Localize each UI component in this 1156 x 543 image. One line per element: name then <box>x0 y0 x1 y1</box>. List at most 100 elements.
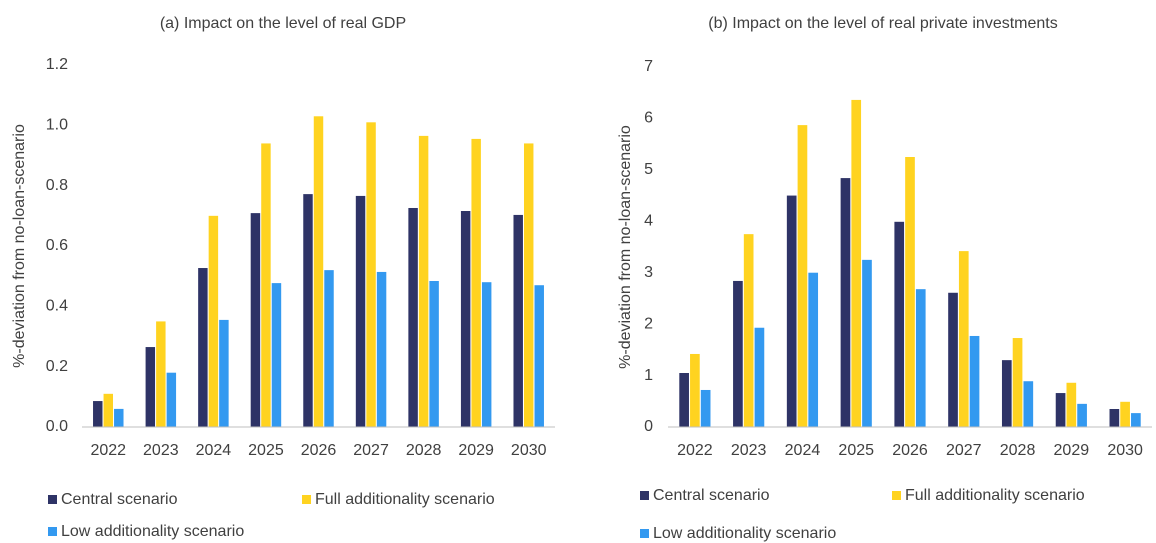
y-tick-label: 2 <box>644 315 653 332</box>
bar <box>1023 381 1034 427</box>
bar <box>786 195 797 427</box>
bar <box>303 194 313 427</box>
bar <box>851 99 862 428</box>
bar <box>1120 401 1130 427</box>
x-tick-label: 2025 <box>248 442 284 459</box>
bar <box>166 372 177 427</box>
x-tick-label: 2030 <box>511 442 547 459</box>
bar <box>513 214 523 427</box>
bar <box>1066 382 1077 427</box>
bar <box>219 319 229 427</box>
bar <box>271 283 282 427</box>
x-tick-label: 2023 <box>731 442 767 459</box>
x-tick-label: 2023 <box>143 442 179 459</box>
bar <box>905 157 915 427</box>
y-tick-label: 0 <box>644 418 653 435</box>
legend-label: Low additionality scenario <box>653 525 836 542</box>
x-tick-label: 2027 <box>946 442 982 459</box>
bar <box>1012 338 1023 427</box>
bar <box>250 213 261 427</box>
legend-label: Low additionality scenario <box>61 523 244 540</box>
bar <box>754 327 765 427</box>
bar <box>376 271 387 427</box>
y-axis-label: %-deviation from no-loan-scenario <box>617 125 634 369</box>
bar <box>355 195 366 427</box>
bar <box>460 211 471 427</box>
bar <box>797 125 808 427</box>
bar <box>471 138 481 428</box>
bar <box>261 143 271 427</box>
legend-swatch <box>48 495 57 504</box>
x-tick-label: 2028 <box>406 442 442 459</box>
x-tick-label: 2026 <box>301 442 337 459</box>
bar <box>418 135 429 427</box>
bar <box>481 282 492 427</box>
bar <box>366 122 376 428</box>
bar <box>690 353 700 427</box>
bar <box>948 292 958 427</box>
legend-label: Full additionality scenario <box>905 487 1085 504</box>
bar <box>523 143 534 427</box>
chart-title: (a) Impact on the level of real GDP <box>160 15 406 32</box>
y-tick-label: 0.6 <box>46 237 68 254</box>
bar <box>840 178 851 427</box>
x-tick-label: 2025 <box>838 442 874 459</box>
chart-title: (b) Impact on the level of real private … <box>708 15 1058 32</box>
bar <box>969 335 980 427</box>
y-tick-label: 5 <box>644 161 653 178</box>
bar <box>114 408 124 427</box>
bar <box>894 221 905 427</box>
y-tick-label: 1.2 <box>46 56 68 73</box>
y-tick-label: 1.0 <box>46 117 68 134</box>
x-tick-label: 2024 <box>196 442 232 459</box>
y-tick-label: 6 <box>644 110 653 127</box>
bar <box>1077 403 1087 427</box>
bar <box>429 280 439 427</box>
x-tick-label: 2027 <box>353 442 389 459</box>
bar <box>915 289 926 427</box>
y-tick-label: 1 <box>644 367 653 384</box>
y-axis-label: %-deviation from no-loan-scenario <box>11 124 28 368</box>
y-tick-label: 0.0 <box>46 418 68 435</box>
legend-swatch <box>302 495 311 504</box>
x-tick-label: 2022 <box>90 442 126 459</box>
bar <box>700 389 711 427</box>
x-tick-label: 2030 <box>1107 442 1143 459</box>
y-tick-label: 7 <box>644 58 653 75</box>
bar <box>1109 409 1120 427</box>
bar <box>733 280 743 427</box>
x-tick-label: 2029 <box>1054 442 1090 459</box>
bar <box>198 268 208 427</box>
bar <box>1055 393 1066 427</box>
bar <box>534 285 544 427</box>
x-tick-label: 2029 <box>458 442 494 459</box>
legend-label: Full additionality scenario <box>315 491 495 508</box>
y-tick-label: 4 <box>644 213 653 230</box>
bar <box>862 259 872 427</box>
bar <box>103 393 114 427</box>
legend-swatch <box>892 491 901 500</box>
legend-label: Central scenario <box>653 487 770 504</box>
legend-swatch <box>640 491 649 500</box>
y-tick-label: 0.2 <box>46 358 68 375</box>
bar <box>808 272 819 427</box>
y-tick-label: 3 <box>644 264 653 281</box>
legend-swatch <box>640 529 649 538</box>
bar <box>743 234 754 427</box>
bar <box>324 270 334 427</box>
bar <box>313 116 324 428</box>
legend-label: Central scenario <box>61 491 178 508</box>
x-tick-label: 2028 <box>1000 442 1036 459</box>
x-tick-label: 2024 <box>785 442 821 459</box>
bar <box>1131 413 1141 427</box>
bar <box>93 401 103 427</box>
bar <box>1001 360 1012 427</box>
x-tick-label: 2026 <box>892 442 928 459</box>
bar <box>958 251 969 427</box>
bar <box>679 373 689 427</box>
y-tick-label: 0.4 <box>46 298 68 315</box>
x-tick-label: 2022 <box>677 442 713 459</box>
bar <box>145 347 156 427</box>
bar <box>156 321 166 427</box>
